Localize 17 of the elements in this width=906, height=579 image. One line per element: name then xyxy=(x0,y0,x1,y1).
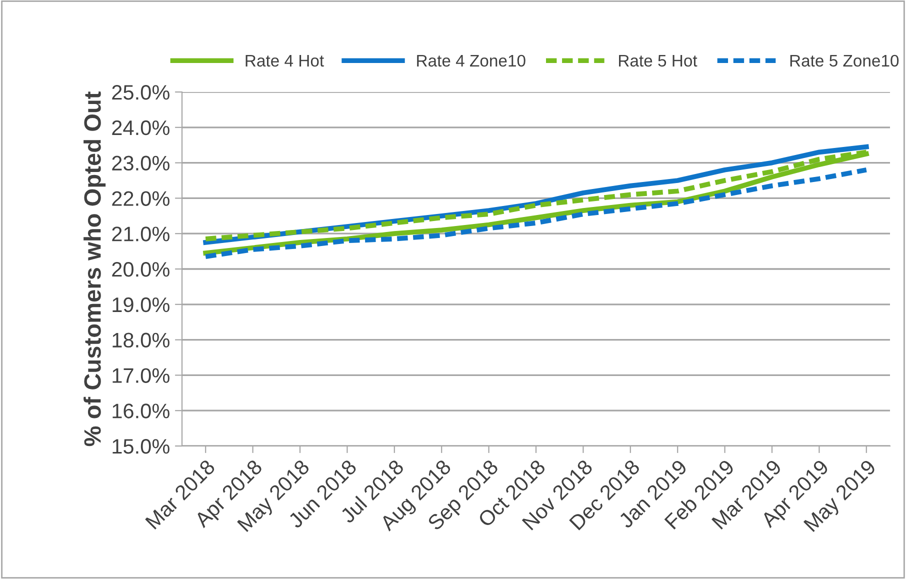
legend-label: Rate 5 Hot xyxy=(619,54,698,67)
y-tick-label: 18.0% xyxy=(112,332,170,348)
y-axis-title: % of Customers who Opted Out xyxy=(84,92,106,446)
y-tick-label: 15.0% xyxy=(112,439,170,454)
y-tick-label: 20.0% xyxy=(112,262,170,277)
legend-label: Rate 4 Hot xyxy=(246,54,324,67)
y-tick-label: 23.0% xyxy=(112,156,170,171)
y-tick-label: 19.0% xyxy=(112,297,170,312)
y-tick-label: 16.0% xyxy=(112,404,170,418)
y-tick-label: 25.0% xyxy=(112,85,170,100)
legend-label: Rate 4 Zone10 xyxy=(417,54,526,67)
line-series xyxy=(203,167,869,260)
legend-label: Rate 5 Zone10 xyxy=(790,54,899,67)
y-tick-label: 21.0% xyxy=(112,226,170,242)
y-tick-label: 24.0% xyxy=(112,120,170,136)
y-tick-label: 17.0% xyxy=(112,368,170,383)
y-tick-label: 22.0% xyxy=(112,191,170,206)
